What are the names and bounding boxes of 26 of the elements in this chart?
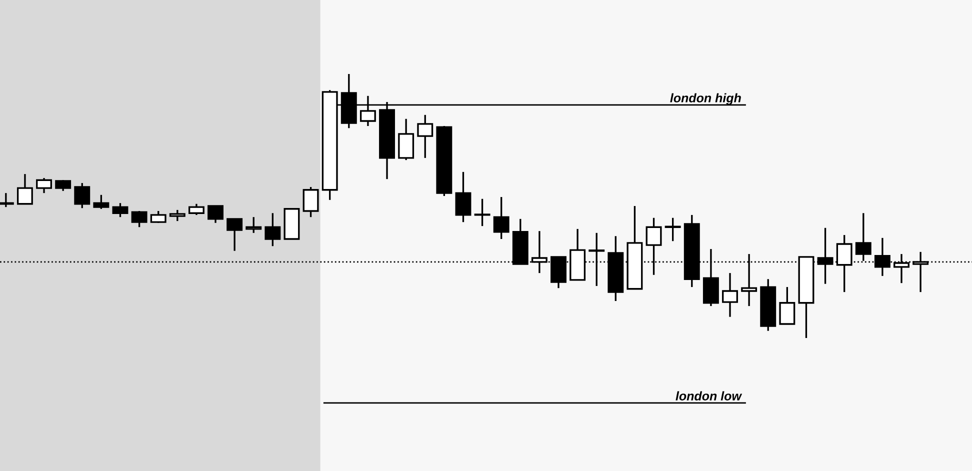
ref-line-label: london low	[676, 391, 742, 400]
candlestick	[150, 210, 166, 224]
candlestick	[36, 177, 52, 194]
candlestick	[493, 196, 510, 240]
candlestick	[226, 218, 243, 252]
candlestick	[169, 209, 186, 222]
candlestick	[664, 217, 681, 242]
candlestick	[474, 198, 490, 227]
candlestick	[74, 182, 90, 209]
candlestick	[855, 212, 872, 262]
candlestick	[131, 210, 148, 228]
candlestick	[93, 194, 110, 210]
candlestick	[112, 202, 128, 218]
candlestick	[55, 179, 72, 192]
candlestick	[264, 212, 281, 247]
candlestick	[188, 203, 204, 216]
candlestick	[779, 286, 796, 325]
candlestick	[722, 272, 738, 318]
ref-line-label: london high	[670, 93, 741, 105]
candlestick	[208, 205, 224, 224]
candlestick	[455, 171, 472, 223]
candlestick	[246, 216, 262, 234]
candlestick	[588, 232, 605, 287]
candlestick	[417, 114, 434, 159]
candlestick	[16, 173, 33, 205]
candlestick	[302, 186, 319, 218]
